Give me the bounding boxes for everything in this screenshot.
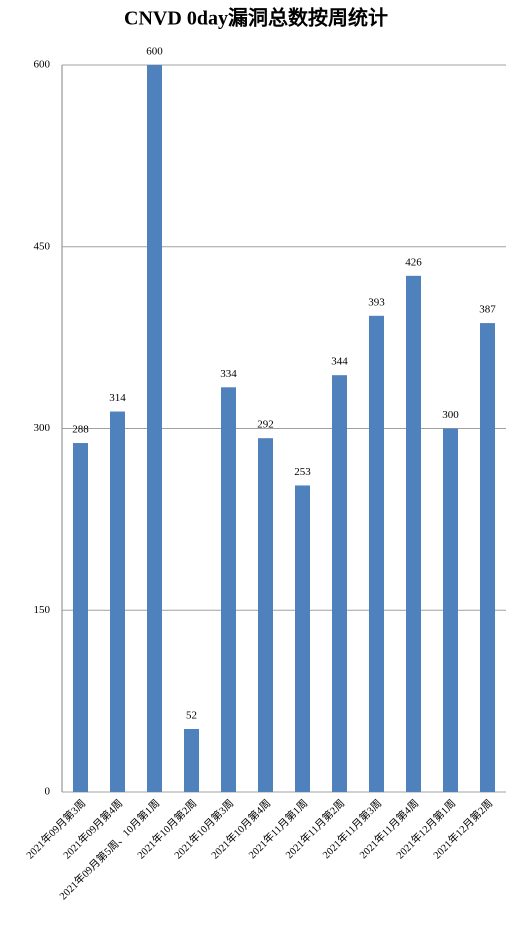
x-tick-label: 2021年12月第2周 xyxy=(430,797,495,862)
bar xyxy=(443,428,458,792)
y-tick-label: 600 xyxy=(34,59,51,71)
bar xyxy=(110,411,125,792)
bar xyxy=(332,375,347,792)
bar xyxy=(147,65,162,792)
bar xyxy=(221,387,236,792)
data-label: 426 xyxy=(405,256,422,268)
data-label: 344 xyxy=(331,356,348,368)
y-tick-label: 450 xyxy=(34,240,51,252)
bar xyxy=(258,438,273,792)
data-label: 393 xyxy=(368,296,385,308)
bar xyxy=(369,315,384,792)
data-label: 292 xyxy=(257,419,274,431)
y-tick-label: 150 xyxy=(34,604,51,616)
bar xyxy=(406,275,421,793)
y-tick-label: 0 xyxy=(45,786,51,798)
bar xyxy=(480,323,495,792)
data-label: 387 xyxy=(479,304,496,316)
data-label: 288 xyxy=(72,424,89,436)
y-tick-label: 300 xyxy=(34,422,51,434)
chart-title: CNVD 0day漏洞总数按周统计 xyxy=(124,6,388,30)
data-label: 600 xyxy=(146,46,163,58)
bar xyxy=(184,728,199,792)
bar xyxy=(295,485,310,792)
bar xyxy=(73,443,88,792)
data-label: 52 xyxy=(186,710,197,722)
data-label: 334 xyxy=(220,368,237,380)
data-label: 300 xyxy=(442,409,459,421)
data-label: 253 xyxy=(294,466,311,478)
data-label: 314 xyxy=(109,392,126,404)
